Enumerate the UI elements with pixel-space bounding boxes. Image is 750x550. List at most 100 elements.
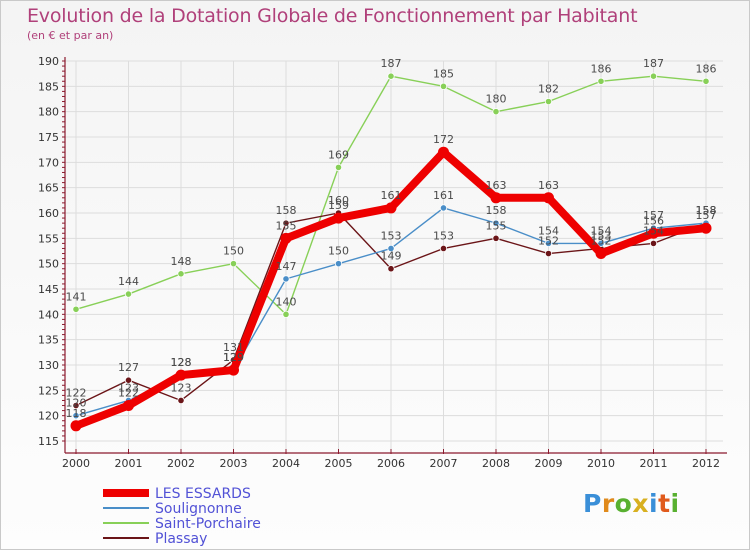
- data-label: 157: [643, 209, 664, 222]
- data-point: [333, 212, 344, 224]
- data-point: [282, 275, 290, 283]
- data-label: 122: [118, 387, 139, 400]
- data-label: 153: [591, 229, 612, 242]
- data-point: [597, 239, 605, 247]
- data-label: 153: [433, 229, 454, 242]
- data-label: 159: [328, 199, 349, 212]
- logo-letter: i: [670, 489, 680, 518]
- data-label: 150: [328, 245, 349, 258]
- data-point: [175, 369, 187, 381]
- data-label: 187: [643, 57, 664, 70]
- y-tick-label: 130: [38, 359, 59, 372]
- proxiti-logo: Proxiti: [583, 489, 680, 518]
- y-tick-label: 125: [38, 384, 59, 397]
- data-label: 160: [328, 194, 349, 207]
- data-label: 154: [643, 224, 664, 237]
- data-label: 158: [486, 204, 507, 217]
- data-label: 161: [433, 189, 454, 202]
- data-label: 129: [223, 351, 244, 364]
- legend-label: Soulignonne: [155, 501, 242, 517]
- data-point: [492, 234, 500, 242]
- data-label: 152: [538, 235, 559, 248]
- data-label: 150: [223, 245, 244, 258]
- x-tick-label: 2012: [692, 457, 720, 470]
- data-point: [124, 376, 133, 384]
- logo-letter: o: [614, 489, 633, 518]
- data-point: [544, 239, 553, 247]
- data-point: [228, 364, 239, 376]
- x-tick-label: 2005: [325, 457, 353, 470]
- y-tick-label: 185: [38, 80, 59, 93]
- data-point: [648, 227, 659, 239]
- data-point: [595, 248, 607, 260]
- data-label: 169: [328, 148, 349, 161]
- data-label: 123: [118, 381, 139, 394]
- y-tick-label: 140: [38, 308, 59, 321]
- data-label: 118: [66, 407, 87, 420]
- data-point: [70, 420, 82, 432]
- x-tick-label: 2010: [587, 457, 615, 470]
- data-point: [597, 77, 605, 85]
- legend-label: LES ESSARDS: [155, 486, 251, 502]
- legend-label: Plassay: [155, 531, 207, 547]
- data-label: 158: [696, 204, 717, 217]
- logo-letter: r: [601, 489, 615, 518]
- y-tick-label: 115: [38, 435, 59, 448]
- data-label: 186: [591, 62, 612, 75]
- data-point: [490, 192, 502, 204]
- data-point: [124, 290, 133, 298]
- data-label: 185: [433, 67, 454, 80]
- x-tick-label: 2004: [272, 457, 300, 470]
- y-tick-label: 190: [38, 55, 59, 68]
- data-label: 155: [276, 219, 297, 232]
- data-point: [123, 400, 134, 412]
- data-label: 131: [223, 341, 244, 354]
- y-tick-label: 120: [38, 410, 59, 423]
- data-label: 182: [538, 83, 559, 96]
- data-point: [229, 260, 238, 268]
- legend: LES ESSARDSSoulignonneSaint-PorchairePla…: [103, 486, 261, 547]
- y-tick-label: 150: [38, 258, 59, 271]
- data-label: 172: [433, 133, 454, 146]
- data-label: 148: [171, 255, 192, 268]
- data-label: 186: [696, 62, 717, 75]
- x-tick-label: 2008: [482, 457, 510, 470]
- x-tick-label: 2007: [430, 457, 458, 470]
- axes: 115 120 125 130 135 140 145 150 155 160 165 170 175 1…: [38, 55, 727, 470]
- data-label: 156: [643, 214, 664, 227]
- data-label: 187: [381, 57, 402, 70]
- data-point: [439, 204, 448, 212]
- x-tick-label: 2006: [377, 457, 405, 470]
- y-tick-label: 175: [38, 131, 59, 144]
- x-tick-label: 2003: [220, 457, 248, 470]
- data-label: 147: [276, 260, 297, 273]
- data-point: [334, 260, 343, 268]
- logo-letter: t: [658, 489, 671, 518]
- data-point: [177, 396, 185, 405]
- data-point: [649, 239, 658, 247]
- data-label: 161: [381, 189, 402, 202]
- data-point: [543, 192, 554, 204]
- data-label: 120: [66, 397, 87, 410]
- logo-letter: i: [649, 489, 659, 518]
- data-point: [282, 219, 290, 227]
- grid-lines: [65, 60, 723, 453]
- x-tick-label: 2000: [62, 457, 90, 470]
- data-point: [702, 77, 710, 85]
- data-point: [282, 310, 290, 318]
- data-point: [544, 249, 553, 258]
- data-label: 128: [171, 356, 192, 369]
- logo-letter: P: [583, 489, 602, 518]
- y-tick-label: 135: [38, 334, 59, 347]
- chart-subtitle: (en € et par an): [27, 29, 114, 42]
- y-tick-label: 155: [38, 232, 59, 245]
- data-label: 163: [486, 179, 507, 192]
- data-point: [385, 202, 397, 214]
- data-point: [439, 82, 448, 90]
- data-label: 141: [66, 290, 87, 303]
- data-point: [280, 232, 292, 244]
- data-label: 144: [118, 275, 139, 288]
- data-point: [72, 305, 80, 313]
- y-tick-label: 170: [38, 156, 59, 169]
